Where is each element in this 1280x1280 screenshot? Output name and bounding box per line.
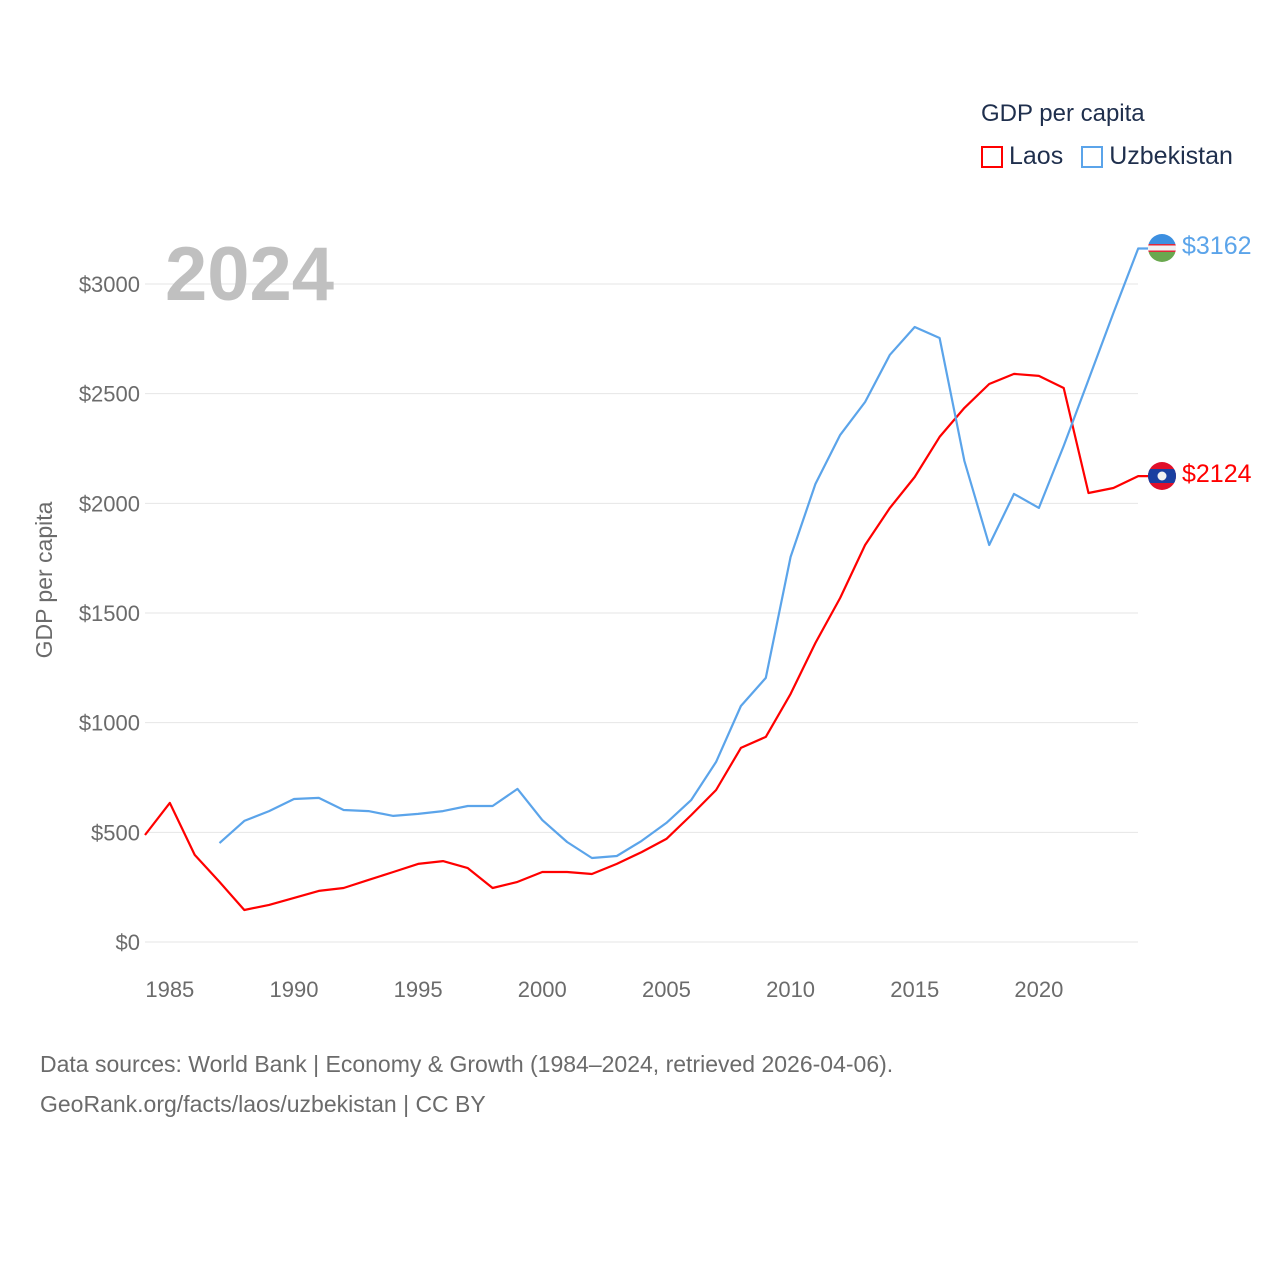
laos-flag-icon xyxy=(1148,462,1176,490)
series-line-laos xyxy=(144,372,1148,912)
uzbekistan-end-label: $3162 xyxy=(1182,232,1252,260)
uzbekistan-flag-icon xyxy=(1148,234,1176,262)
legend-label: Laos xyxy=(1009,142,1064,170)
uzbekistan-swatch-icon xyxy=(1081,145,1104,168)
laos-end-label: $2124 xyxy=(1182,460,1252,488)
year-title: 2024 xyxy=(165,232,334,317)
y-tick-label: $2500 xyxy=(79,382,140,407)
y-axis-label: GDP per capita xyxy=(31,501,57,658)
data-sources: Data sources: World Bank | Economy & Gro… xyxy=(40,1051,894,1077)
footer: Data sources: World Bank | Economy & Gro… xyxy=(40,1044,893,1124)
legend-item-laos[interactable]: Laos xyxy=(981,142,1063,171)
x-tick-label: 2005 xyxy=(642,977,691,1002)
legend: Laos Uzbekistan xyxy=(981,142,1233,171)
legend-item-uzbekistan[interactable]: Uzbekistan xyxy=(1081,142,1233,171)
y-tick-label: $3000 xyxy=(79,272,140,297)
y-tick-label: $500 xyxy=(91,820,140,845)
x-tick-label: 2015 xyxy=(890,977,939,1002)
x-tick-label: 1985 xyxy=(145,977,194,1002)
legend-title: GDP per capita xyxy=(981,100,1145,127)
source-link[interactable]: GeoRank.org/facts/laos/uzbekistan | CC B… xyxy=(40,1091,486,1117)
x-tick-label: 2010 xyxy=(766,977,815,1002)
y-tick-label: $0 xyxy=(116,930,140,955)
x-tick-label: 2020 xyxy=(1014,977,1063,1002)
x-tick-label: 2000 xyxy=(518,977,567,1002)
x-tick-label: 1995 xyxy=(394,977,443,1002)
legend-label: Uzbekistan xyxy=(1109,142,1233,170)
y-tick-label: $1500 xyxy=(79,601,140,626)
y-tick-label: $2000 xyxy=(79,491,140,516)
y-tick-label: $1000 xyxy=(79,711,140,736)
series-line-uzbekistan xyxy=(218,247,1148,860)
x-tick-label: 1990 xyxy=(270,977,319,1002)
laos-swatch-icon xyxy=(981,145,1003,168)
